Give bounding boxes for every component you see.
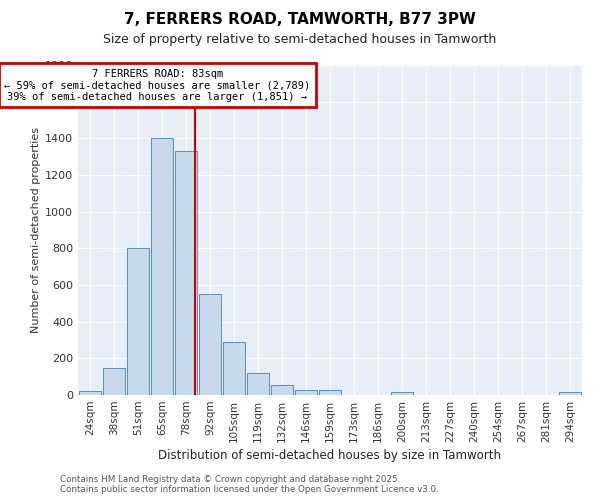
Bar xyxy=(103,368,125,395)
Bar xyxy=(319,390,341,395)
Text: Size of property relative to semi-detached houses in Tamworth: Size of property relative to semi-detach… xyxy=(103,32,497,46)
Bar xyxy=(247,373,269,395)
Text: 7 FERRERS ROAD: 83sqm
← 59% of semi-detached houses are smaller (2,789)
39% of s: 7 FERRERS ROAD: 83sqm ← 59% of semi-deta… xyxy=(4,68,310,102)
Bar xyxy=(151,138,173,395)
Bar xyxy=(391,392,413,395)
Text: 7, FERRERS ROAD, TAMWORTH, B77 3PW: 7, FERRERS ROAD, TAMWORTH, B77 3PW xyxy=(124,12,476,28)
Bar xyxy=(223,342,245,395)
Y-axis label: Number of semi-detached properties: Number of semi-detached properties xyxy=(31,127,41,333)
X-axis label: Distribution of semi-detached houses by size in Tamworth: Distribution of semi-detached houses by … xyxy=(158,449,502,462)
Bar xyxy=(127,248,149,395)
Bar xyxy=(295,390,317,395)
Bar xyxy=(79,392,101,395)
Bar xyxy=(199,294,221,395)
Text: Contains HM Land Registry data © Crown copyright and database right 2025.
Contai: Contains HM Land Registry data © Crown c… xyxy=(60,474,439,494)
Bar xyxy=(175,151,197,395)
Bar xyxy=(559,392,581,395)
Bar xyxy=(271,385,293,395)
